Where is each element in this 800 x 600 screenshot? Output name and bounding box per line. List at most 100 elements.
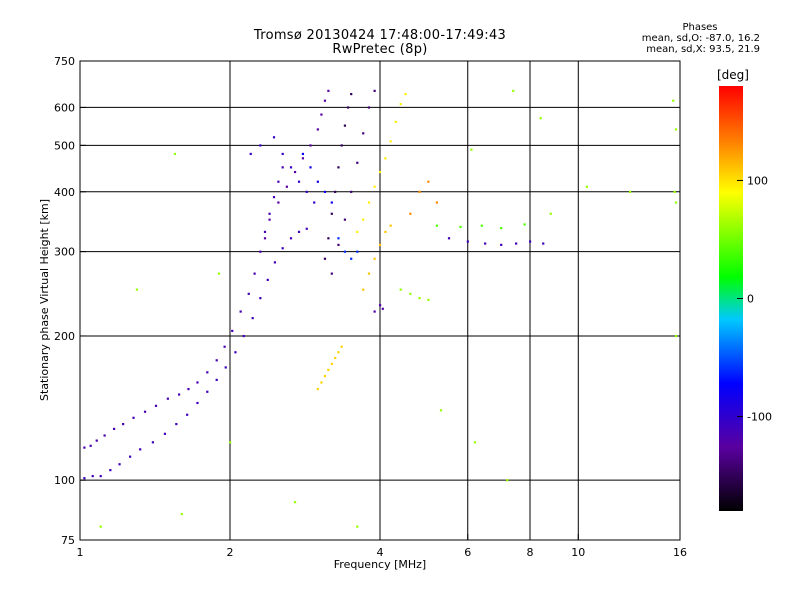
data-point <box>118 463 121 466</box>
x-tick-label: 10 <box>571 546 585 559</box>
data-point <box>234 351 237 354</box>
data-point <box>379 243 382 246</box>
data-point <box>95 439 98 442</box>
data-point <box>112 427 116 431</box>
data-point <box>399 102 402 106</box>
data-point <box>674 201 678 204</box>
data-point <box>215 378 218 381</box>
data-point <box>305 227 308 230</box>
data-point <box>549 212 552 215</box>
data-point <box>259 250 262 253</box>
data-point <box>512 89 515 92</box>
colorbar-tick-label: 0 <box>747 293 754 306</box>
colorbar-label: [deg] <box>717 68 749 82</box>
data-point <box>362 288 365 291</box>
data-point <box>418 190 421 193</box>
x-tick-label: 6 <box>464 546 471 559</box>
data-point <box>373 185 376 188</box>
x-tick-label: 16 <box>673 546 687 559</box>
data-point <box>515 242 518 245</box>
data-point <box>263 237 267 240</box>
data-point <box>435 224 438 227</box>
data-point <box>523 223 526 226</box>
data-point <box>196 401 199 405</box>
data-point <box>409 212 412 215</box>
data-point <box>427 298 430 301</box>
data-point <box>399 288 402 291</box>
data-point <box>289 166 293 169</box>
data-point <box>309 166 312 169</box>
data-point <box>103 434 106 437</box>
data-point <box>242 334 245 338</box>
data-point <box>337 237 340 240</box>
data-point <box>301 152 305 156</box>
data-point <box>139 448 142 451</box>
data-point <box>277 201 280 204</box>
data-point <box>151 441 155 444</box>
data-point <box>320 381 323 384</box>
data-point <box>673 190 676 193</box>
data-point <box>285 185 288 188</box>
data-point <box>281 166 284 169</box>
colorbar-tick-label: -100 <box>747 411 772 424</box>
data-point <box>206 371 209 374</box>
data-point <box>217 272 221 275</box>
data-point <box>340 345 343 348</box>
y-tick-label: 100 <box>54 474 75 487</box>
phase-stats: Phases mean, sd,O: -87.0, 16.2 mean, sd,… <box>600 22 760 55</box>
data-point <box>272 196 276 199</box>
data-point <box>180 512 183 516</box>
data-point <box>356 161 359 164</box>
y-tick-label: 300 <box>54 246 75 259</box>
data-point <box>293 170 297 174</box>
data-point <box>132 416 135 419</box>
data-point <box>166 397 169 400</box>
data-point <box>163 432 167 435</box>
data-point <box>289 237 293 240</box>
data-point <box>89 444 92 447</box>
data-point <box>177 393 181 396</box>
data-point <box>384 157 387 160</box>
data-point <box>316 387 319 391</box>
data-point <box>330 201 333 204</box>
data-point <box>323 190 327 193</box>
data-point <box>330 272 333 275</box>
data-point <box>439 409 443 412</box>
x-axis-label: Frequency [MHz] <box>334 558 426 571</box>
data-point <box>273 261 276 264</box>
y-tick-label: 600 <box>54 101 75 114</box>
data-point <box>334 356 337 360</box>
data-point <box>268 212 271 215</box>
data-point <box>447 237 451 240</box>
data-point <box>350 190 353 193</box>
axis-ticks: 1 2 4 6 8 10 16 75 100 200 300 400 500 600 750 <box>54 55 687 559</box>
data-point <box>373 310 376 313</box>
data-point <box>259 144 262 147</box>
data-point <box>542 242 545 245</box>
data-point <box>343 218 347 221</box>
data-point <box>253 272 256 275</box>
data-point <box>320 113 323 116</box>
data-point <box>187 387 190 391</box>
data-point <box>323 99 327 102</box>
data-point <box>334 190 337 193</box>
data-point <box>362 132 365 135</box>
data-point <box>356 525 359 528</box>
data-point <box>337 166 340 169</box>
data-point <box>337 351 340 354</box>
data-point <box>367 106 371 109</box>
data-point <box>484 242 487 245</box>
data-point <box>404 92 407 96</box>
data-point <box>309 144 312 147</box>
data-point <box>83 446 86 449</box>
data-point <box>674 128 678 131</box>
data-point <box>277 180 280 183</box>
y-tick-label: 75 <box>61 534 75 547</box>
data-point <box>129 455 132 458</box>
data-point <box>480 224 483 227</box>
data-point <box>173 152 177 156</box>
data-point <box>186 413 189 416</box>
data-point <box>281 247 284 250</box>
data-point <box>99 475 102 478</box>
data-point <box>224 366 227 369</box>
